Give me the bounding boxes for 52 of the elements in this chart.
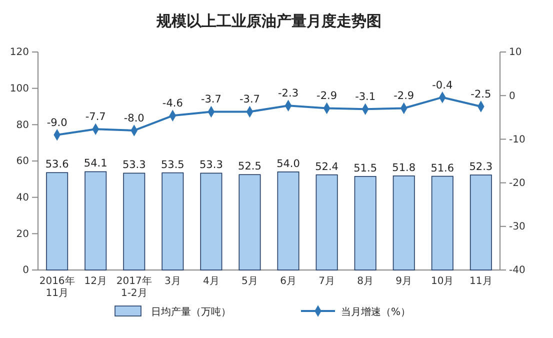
data-label: -7.7: [85, 111, 106, 124]
chart-title: 规模以上工业原油产量月度走势图: [156, 12, 382, 30]
x-tick-label: 4月: [203, 276, 220, 287]
data-label: -0.4: [432, 79, 453, 92]
data-label: -2.9: [316, 90, 338, 102]
x-tick-label: 9月: [396, 276, 412, 287]
data-label: 52.4: [315, 160, 339, 173]
y-tick-label: 100: [10, 84, 29, 95]
y-tick-label: 80: [16, 120, 29, 131]
data-label: 54.1: [84, 158, 108, 170]
y2-tick-label: -40: [509, 265, 526, 276]
y2-tick-label: 10: [509, 47, 522, 58]
data-label: 51.6: [430, 162, 454, 174]
x-tick-label: 3月: [164, 276, 181, 287]
data-label: -4.6: [162, 98, 184, 110]
data-label: 53.5: [160, 158, 184, 171]
data-label: -3.1: [355, 91, 376, 104]
legend-label: 日均产量（万吨）: [151, 306, 231, 318]
data-label: 53.3: [200, 159, 223, 172]
data-label: 52.5: [238, 160, 262, 173]
x-tick-label: 12月: [84, 276, 107, 287]
x-tick-label: 10月: [431, 276, 454, 287]
data-label: 54.0: [276, 158, 300, 170]
data-label: -2.5: [470, 88, 492, 100]
data-label: -8.0: [124, 112, 144, 124]
x-tick-label: 7月: [318, 276, 335, 287]
y-tick-label: 60: [16, 156, 29, 168]
y2-tick-label: 0: [509, 90, 516, 102]
y-tick-label: 40: [16, 192, 29, 204]
data-label: 51.8: [392, 162, 416, 174]
y-tick-label: 120: [10, 47, 29, 58]
legend-label: 当月增速（%）: [341, 306, 411, 318]
y2-tick-label: -20: [509, 178, 526, 189]
x-tick-label: 2017年 1-2月: [116, 275, 152, 299]
x-tick-label: 6月: [280, 276, 296, 287]
data-label: -3.7: [239, 94, 260, 106]
y-tick-label: 0: [22, 265, 29, 276]
y2-tick-label: -10: [509, 134, 526, 146]
x-tick-label: 8月: [357, 276, 374, 287]
data-label: -2.9: [394, 90, 414, 102]
x-tick-label: 2016年 11月: [39, 275, 75, 299]
data-label: -3.7: [200, 94, 222, 106]
data-label: 53.3: [122, 159, 146, 172]
data-label: -9.0: [46, 116, 68, 129]
x-tick-label: 5月: [242, 276, 258, 287]
data-label: 51.5: [354, 162, 378, 174]
data-label: -2.3: [278, 88, 299, 100]
x-tick-label: 11月: [470, 276, 492, 287]
y2-tick-label: -30: [509, 222, 526, 233]
data-label: 52.3: [469, 160, 493, 173]
data-label: 53.6: [45, 158, 70, 171]
y-tick-label: 20: [16, 228, 29, 240]
